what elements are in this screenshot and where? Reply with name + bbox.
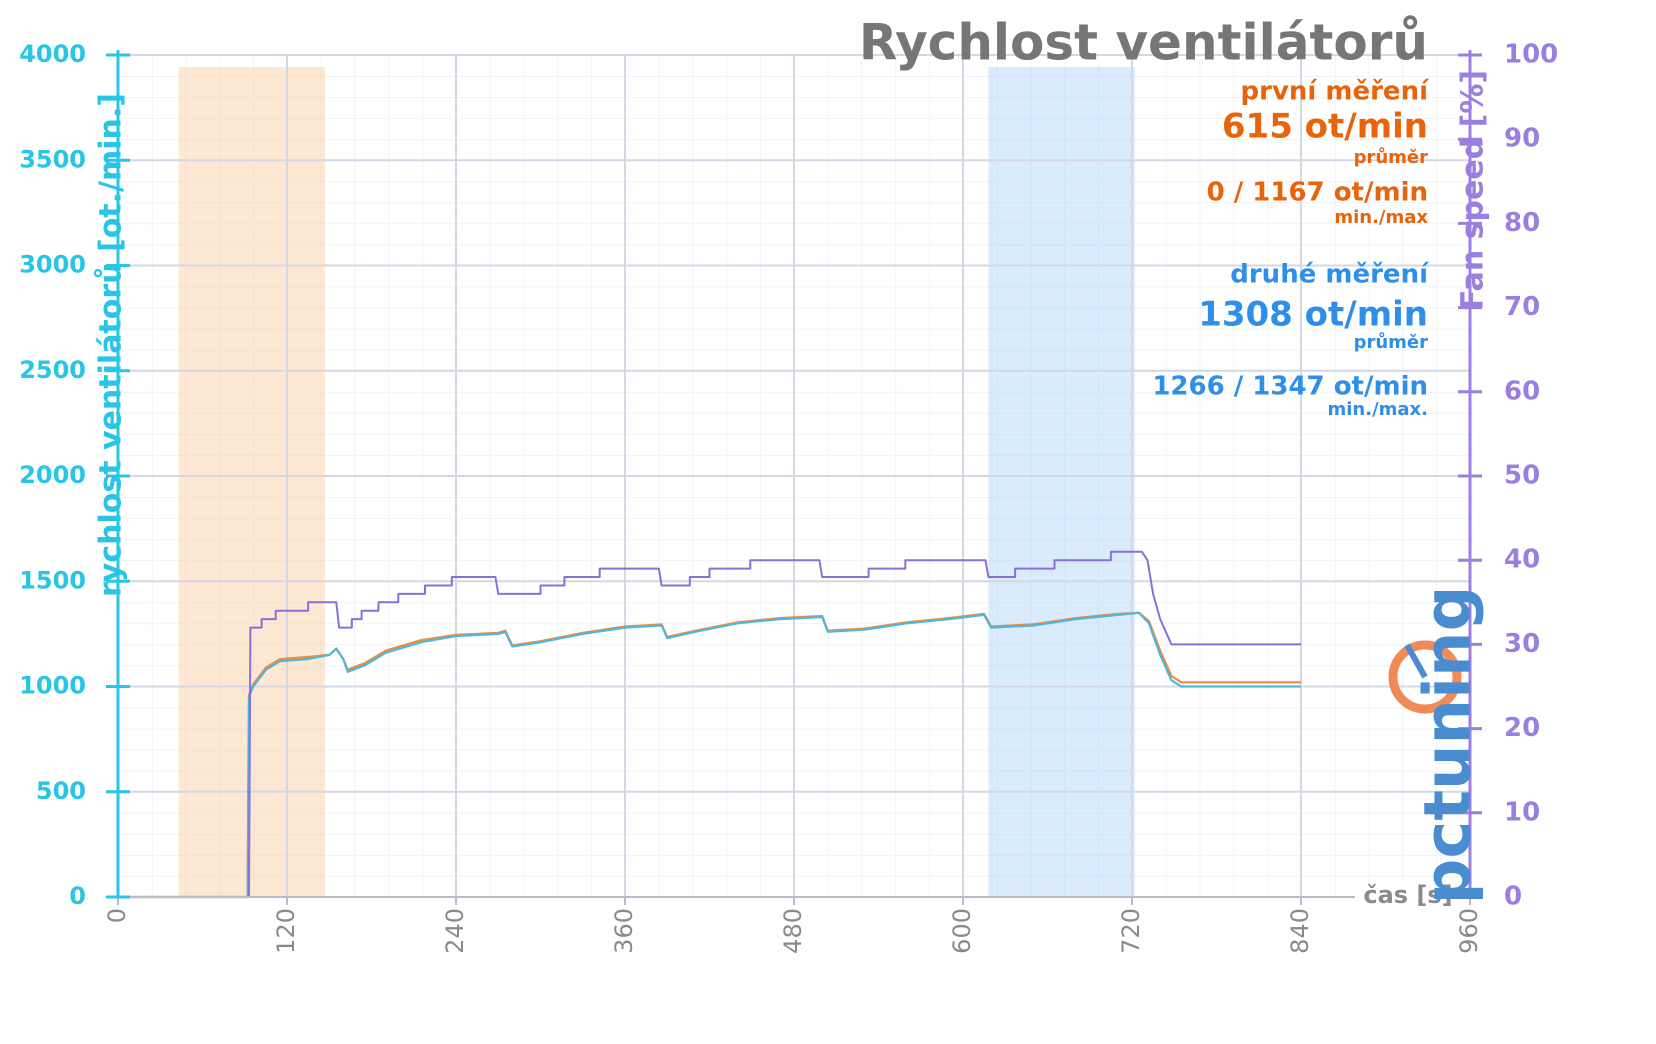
chart-title: Rychlost ventilátorů [859,14,1428,72]
x-tick-label: 840 [1286,908,1314,954]
annotation-range: 0 / 1167 ot/min [1207,178,1428,208]
y-tick-label: 1000 [19,672,86,700]
x-axis-label: čas [s] [1363,881,1452,909]
logo: pctuning [1388,586,1486,905]
series-line [118,550,1301,898]
annotation-caption: min./max. [1327,399,1428,420]
y-tick-label: 2000 [19,461,86,489]
annotation-caption: průměr [1354,146,1429,168]
y2-tick-label: 30 [1504,629,1540,659]
y-tick-label: 1500 [19,566,86,594]
y2-tick-label: 20 [1504,713,1540,743]
y2-tick-label: 60 [1504,376,1540,406]
x-tick-label: 0 [103,908,131,923]
y-tick-label: 4000 [19,40,86,68]
annotation-series: druhé měření [1230,260,1430,290]
x-label-bg [1355,880,1460,912]
y2-tick-label: 70 [1504,292,1540,322]
y-tick-label: 2500 [19,356,86,384]
logo-needle [1404,643,1428,679]
x-tick-label: 720 [1117,908,1145,954]
y2-tick-label: 0 [1504,882,1522,912]
series-line [118,611,1301,899]
annotation-series: první měření [1241,77,1431,107]
y-tick-label: 3500 [19,145,86,173]
annotation-range: 1266 / 1347 ot/min [1152,372,1428,402]
x-tick-label: 360 [610,908,638,954]
annotation-caption: min./max [1334,207,1428,228]
highlight-band [988,67,1135,897]
x-tick-label: 960 [1455,908,1483,954]
annotation-caption: průměr [1354,331,1429,353]
logo-ring [1388,640,1462,714]
y2-tick-label: 40 [1504,545,1540,575]
highlight-band [178,67,326,897]
annotation-value: 1308 ot/min [1198,295,1428,335]
y-tick-label: 3000 [19,251,86,279]
y2-tick-label: 80 [1504,208,1540,238]
y-tick-label: 0 [69,882,86,910]
y2-tick-label: 100 [1504,40,1558,70]
x-tick-label: 480 [779,908,807,954]
x-tick-label: 120 [272,908,300,954]
x-tick-label: 600 [948,908,976,954]
y-axis-label: rychlost ventilátorů [ot./min.] [93,93,129,597]
y2-tick-label: 50 [1504,461,1540,491]
y-tick-label: 500 [36,777,86,805]
annotation-value: 615 ot/min [1222,107,1428,147]
x-tick-label: 240 [441,908,469,954]
y2-tick-label: 10 [1504,797,1540,827]
y2-axis-label: Fan speed [%] [1456,70,1491,310]
logo-text: pctuning [1412,586,1486,905]
y2-tick-label: 90 [1504,124,1540,154]
